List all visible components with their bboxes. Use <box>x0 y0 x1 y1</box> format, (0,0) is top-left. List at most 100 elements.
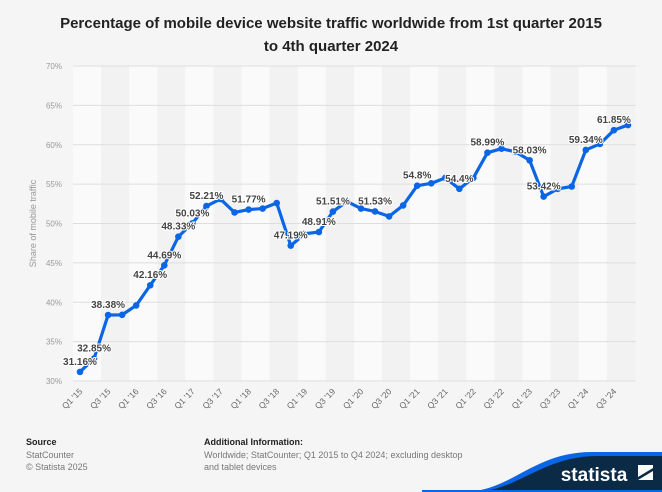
data-point[interactable] <box>76 368 84 376</box>
data-point[interactable] <box>582 146 590 154</box>
x-tick-label: Q1 '18 <box>228 386 253 411</box>
data-point[interactable] <box>596 140 604 148</box>
data-point[interactable] <box>175 233 182 240</box>
y-tick-label: 70% <box>46 62 62 71</box>
data-label: 31.16% <box>63 357 97 368</box>
data-point[interactable] <box>568 183 576 190</box>
data-point[interactable] <box>315 228 323 236</box>
data-point[interactable] <box>203 202 210 210</box>
data-point[interactable] <box>470 174 477 182</box>
data-point[interactable] <box>231 209 238 216</box>
data-point[interactable] <box>456 185 463 193</box>
data-point[interactable] <box>287 242 295 249</box>
x-tick-label: Q3 '16 <box>144 386 169 411</box>
data-point[interactable] <box>118 311 126 319</box>
x-tick-label: Q1 '24 <box>566 386 591 411</box>
y-tick-label: 40% <box>46 298 62 307</box>
x-tick-label: Q1 '15 <box>60 386 85 411</box>
x-tick-label: Q3 '21 <box>425 386 450 411</box>
additional-info-text: Worldwide; StatCounter; Q1 2015 to Q4 20… <box>204 449 463 473</box>
source-block: Source StatCounter © Statista 2025 <box>26 436 88 474</box>
data-label: 59.34% <box>569 135 603 146</box>
data-label: 50.03% <box>175 208 209 219</box>
data-label: 52.21% <box>189 191 223 202</box>
x-tick-label: Q3 '19 <box>313 386 338 411</box>
additional-info-heading: Additional Information: <box>204 437 303 447</box>
data-label: 58.03% <box>513 145 547 156</box>
data-label: 48.33% <box>161 222 195 233</box>
data-point[interactable] <box>161 262 168 269</box>
x-tick-label: Q3 '17 <box>200 386 225 411</box>
y-axis-label: Share of mobile traffic <box>28 179 38 267</box>
data-point[interactable] <box>273 199 281 207</box>
data-point[interactable] <box>189 219 196 227</box>
data-point[interactable] <box>90 355 98 362</box>
data-label: 61.85% <box>597 115 631 126</box>
data-point[interactable] <box>484 149 491 157</box>
data-label: 51.77% <box>232 195 266 206</box>
chart-title-line-1: Percentage of mobile device website traf… <box>60 15 602 32</box>
y-tick-label: 50% <box>46 220 62 229</box>
data-point[interactable] <box>498 145 505 152</box>
source-heading: Source <box>26 437 57 447</box>
chart-title-line-2: to 4th quarter 2024 <box>263 38 399 55</box>
data-point[interactable] <box>427 180 435 187</box>
additional-info-block: Additional Information: Worldwide; StatC… <box>204 436 474 474</box>
x-tick-label: Q3 '15 <box>88 386 113 411</box>
data-point[interactable] <box>301 230 309 238</box>
data-point[interactable] <box>610 126 618 134</box>
data-point[interactable] <box>399 202 407 209</box>
y-tick-label: 55% <box>46 180 62 189</box>
data-point[interactable] <box>385 213 393 220</box>
data-point[interactable] <box>259 205 266 212</box>
data-point[interactable] <box>132 302 140 309</box>
chart-title: Percentage of mobile device website traf… <box>0 12 662 58</box>
data-label: 42.16% <box>133 270 167 281</box>
y-tick-label: 60% <box>46 141 62 150</box>
statista-logo[interactable]: statista <box>422 452 662 492</box>
x-tick-label: Q1 '23 <box>509 386 534 411</box>
x-tick-label: Q3 '22 <box>481 386 506 411</box>
line-chart: 30% 35% 40% 45% 50% 55% 60% 65% 70% Share of mobi… <box>28 62 636 411</box>
data-point[interactable] <box>554 185 561 193</box>
data-point[interactable] <box>217 195 224 203</box>
y-tick-label: 30% <box>46 377 62 386</box>
data-point[interactable] <box>104 311 112 319</box>
data-series-line <box>78 123 629 374</box>
data-label: 38.38% <box>91 300 125 311</box>
data-label: 54.8% <box>403 171 431 182</box>
y-tick-label: 45% <box>46 259 62 268</box>
data-label: 51.51% <box>316 197 350 208</box>
data-point[interactable] <box>245 206 252 213</box>
data-point[interactable] <box>329 208 337 215</box>
x-tick-label: Q3 '18 <box>257 386 282 411</box>
statista-logo-mark-icon <box>638 465 653 480</box>
data-point[interactable] <box>512 148 519 156</box>
data-point[interactable] <box>413 182 421 189</box>
data-point[interactable] <box>357 205 365 212</box>
data-label: 51.53% <box>358 196 392 207</box>
x-tick-label: Q3 '24 <box>594 386 619 411</box>
data-label: 44.69% <box>147 250 181 261</box>
data-point[interactable] <box>371 208 379 215</box>
data-point[interactable] <box>526 156 533 164</box>
svg-text:statista: statista <box>561 465 628 486</box>
data-point[interactable] <box>442 174 449 182</box>
x-tick-label: Q3 '20 <box>369 386 394 411</box>
data-point[interactable] <box>343 198 351 205</box>
x-tick-label: Q1 '20 <box>341 386 366 411</box>
data-label: 58.99% <box>470 138 504 149</box>
x-tick-label: Q1 '17 <box>172 386 197 411</box>
copyright: © Statista 2025 <box>26 462 88 472</box>
data-label: 47.19% <box>274 231 308 242</box>
source-name[interactable]: StatCounter <box>26 449 75 460</box>
x-tick-label: Q1 '19 <box>285 386 310 411</box>
data-label: 32.85% <box>77 344 111 355</box>
y-tick-label: 65% <box>46 101 62 110</box>
x-tick-label: Q3 '23 <box>538 386 563 411</box>
data-point[interactable] <box>624 121 632 129</box>
data-label: 54.4% <box>445 174 473 185</box>
data-point[interactable] <box>540 193 547 200</box>
data-point[interactable] <box>146 281 154 289</box>
y-tick-label: 35% <box>46 338 62 347</box>
